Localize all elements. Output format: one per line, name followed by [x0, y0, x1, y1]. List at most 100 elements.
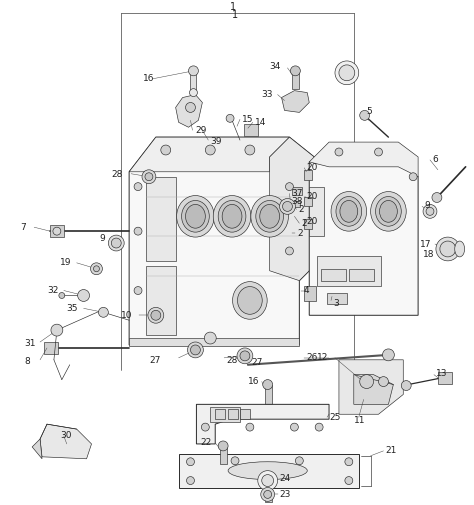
- Bar: [304, 197, 312, 207]
- Circle shape: [53, 228, 61, 236]
- Circle shape: [360, 111, 370, 121]
- Circle shape: [383, 349, 394, 361]
- Text: 17: 17: [420, 239, 432, 248]
- Bar: [264, 385, 272, 405]
- Ellipse shape: [213, 196, 251, 238]
- Text: 13: 13: [436, 369, 447, 377]
- Text: 5: 5: [367, 107, 373, 116]
- Polygon shape: [179, 454, 359, 488]
- Circle shape: [285, 183, 293, 191]
- Text: 7: 7: [20, 222, 26, 231]
- Text: 2: 2: [301, 218, 307, 227]
- Ellipse shape: [455, 241, 465, 258]
- Circle shape: [240, 351, 250, 361]
- Circle shape: [142, 171, 156, 184]
- Text: 18: 18: [423, 250, 435, 259]
- Circle shape: [315, 423, 323, 431]
- Circle shape: [285, 247, 293, 256]
- Circle shape: [226, 115, 234, 123]
- Text: 6: 6: [432, 155, 438, 164]
- Bar: [292, 202, 301, 208]
- Circle shape: [188, 342, 203, 358]
- Circle shape: [440, 241, 456, 258]
- Bar: [317, 257, 382, 286]
- Text: 20: 20: [306, 216, 318, 225]
- Circle shape: [145, 173, 153, 181]
- Circle shape: [205, 146, 215, 156]
- Circle shape: [245, 146, 255, 156]
- Bar: [228, 410, 238, 419]
- Ellipse shape: [233, 282, 267, 320]
- Circle shape: [409, 173, 417, 181]
- Circle shape: [201, 423, 210, 431]
- Circle shape: [237, 348, 253, 364]
- Bar: [304, 171, 312, 180]
- Text: 31: 31: [24, 339, 36, 348]
- Text: 19: 19: [60, 258, 72, 267]
- Text: 15: 15: [242, 115, 254, 124]
- Polygon shape: [146, 177, 176, 261]
- Circle shape: [280, 199, 295, 215]
- Bar: [304, 220, 312, 230]
- Text: 38: 38: [292, 196, 303, 206]
- Polygon shape: [309, 158, 418, 316]
- Text: 30: 30: [60, 430, 72, 439]
- Circle shape: [134, 228, 142, 236]
- Ellipse shape: [331, 192, 367, 232]
- Circle shape: [261, 487, 274, 501]
- Circle shape: [258, 471, 278, 490]
- Bar: [50, 226, 64, 238]
- Circle shape: [339, 66, 355, 82]
- Bar: [44, 342, 58, 354]
- Circle shape: [99, 308, 109, 318]
- Polygon shape: [40, 424, 91, 459]
- Circle shape: [189, 67, 199, 77]
- Text: 10: 10: [121, 310, 133, 319]
- Text: 32: 32: [47, 285, 58, 294]
- Circle shape: [187, 458, 194, 466]
- Ellipse shape: [177, 196, 214, 238]
- Text: 16: 16: [248, 376, 259, 385]
- Polygon shape: [354, 375, 393, 405]
- Bar: [438, 372, 452, 384]
- Text: 12: 12: [317, 352, 328, 362]
- Polygon shape: [32, 439, 42, 459]
- Polygon shape: [196, 405, 329, 444]
- Bar: [304, 286, 316, 302]
- Bar: [321, 269, 346, 281]
- Circle shape: [161, 146, 171, 156]
- Polygon shape: [176, 95, 202, 128]
- Ellipse shape: [375, 197, 401, 227]
- Circle shape: [231, 457, 239, 465]
- Text: 1: 1: [232, 11, 238, 20]
- Circle shape: [185, 104, 195, 113]
- Circle shape: [190, 89, 197, 97]
- Bar: [191, 72, 196, 93]
- Circle shape: [291, 423, 298, 431]
- Circle shape: [374, 149, 383, 157]
- Ellipse shape: [260, 205, 280, 229]
- Polygon shape: [146, 266, 176, 335]
- Ellipse shape: [256, 201, 283, 233]
- Circle shape: [291, 67, 301, 77]
- Ellipse shape: [340, 201, 358, 223]
- Bar: [264, 496, 272, 502]
- Ellipse shape: [380, 201, 397, 223]
- Text: 39: 39: [210, 136, 222, 145]
- Ellipse shape: [222, 205, 242, 229]
- Polygon shape: [270, 138, 314, 281]
- Text: 2: 2: [298, 205, 304, 214]
- Circle shape: [93, 266, 100, 272]
- Text: 27: 27: [252, 358, 263, 367]
- Ellipse shape: [185, 205, 205, 229]
- Circle shape: [151, 311, 161, 321]
- Text: 20: 20: [306, 163, 318, 172]
- Text: 3: 3: [333, 298, 339, 308]
- Bar: [327, 293, 347, 305]
- Circle shape: [345, 477, 353, 485]
- Circle shape: [204, 332, 216, 344]
- Circle shape: [51, 325, 63, 336]
- Text: 23: 23: [280, 489, 291, 498]
- Text: 20: 20: [306, 192, 318, 200]
- Text: 28: 28: [226, 356, 237, 365]
